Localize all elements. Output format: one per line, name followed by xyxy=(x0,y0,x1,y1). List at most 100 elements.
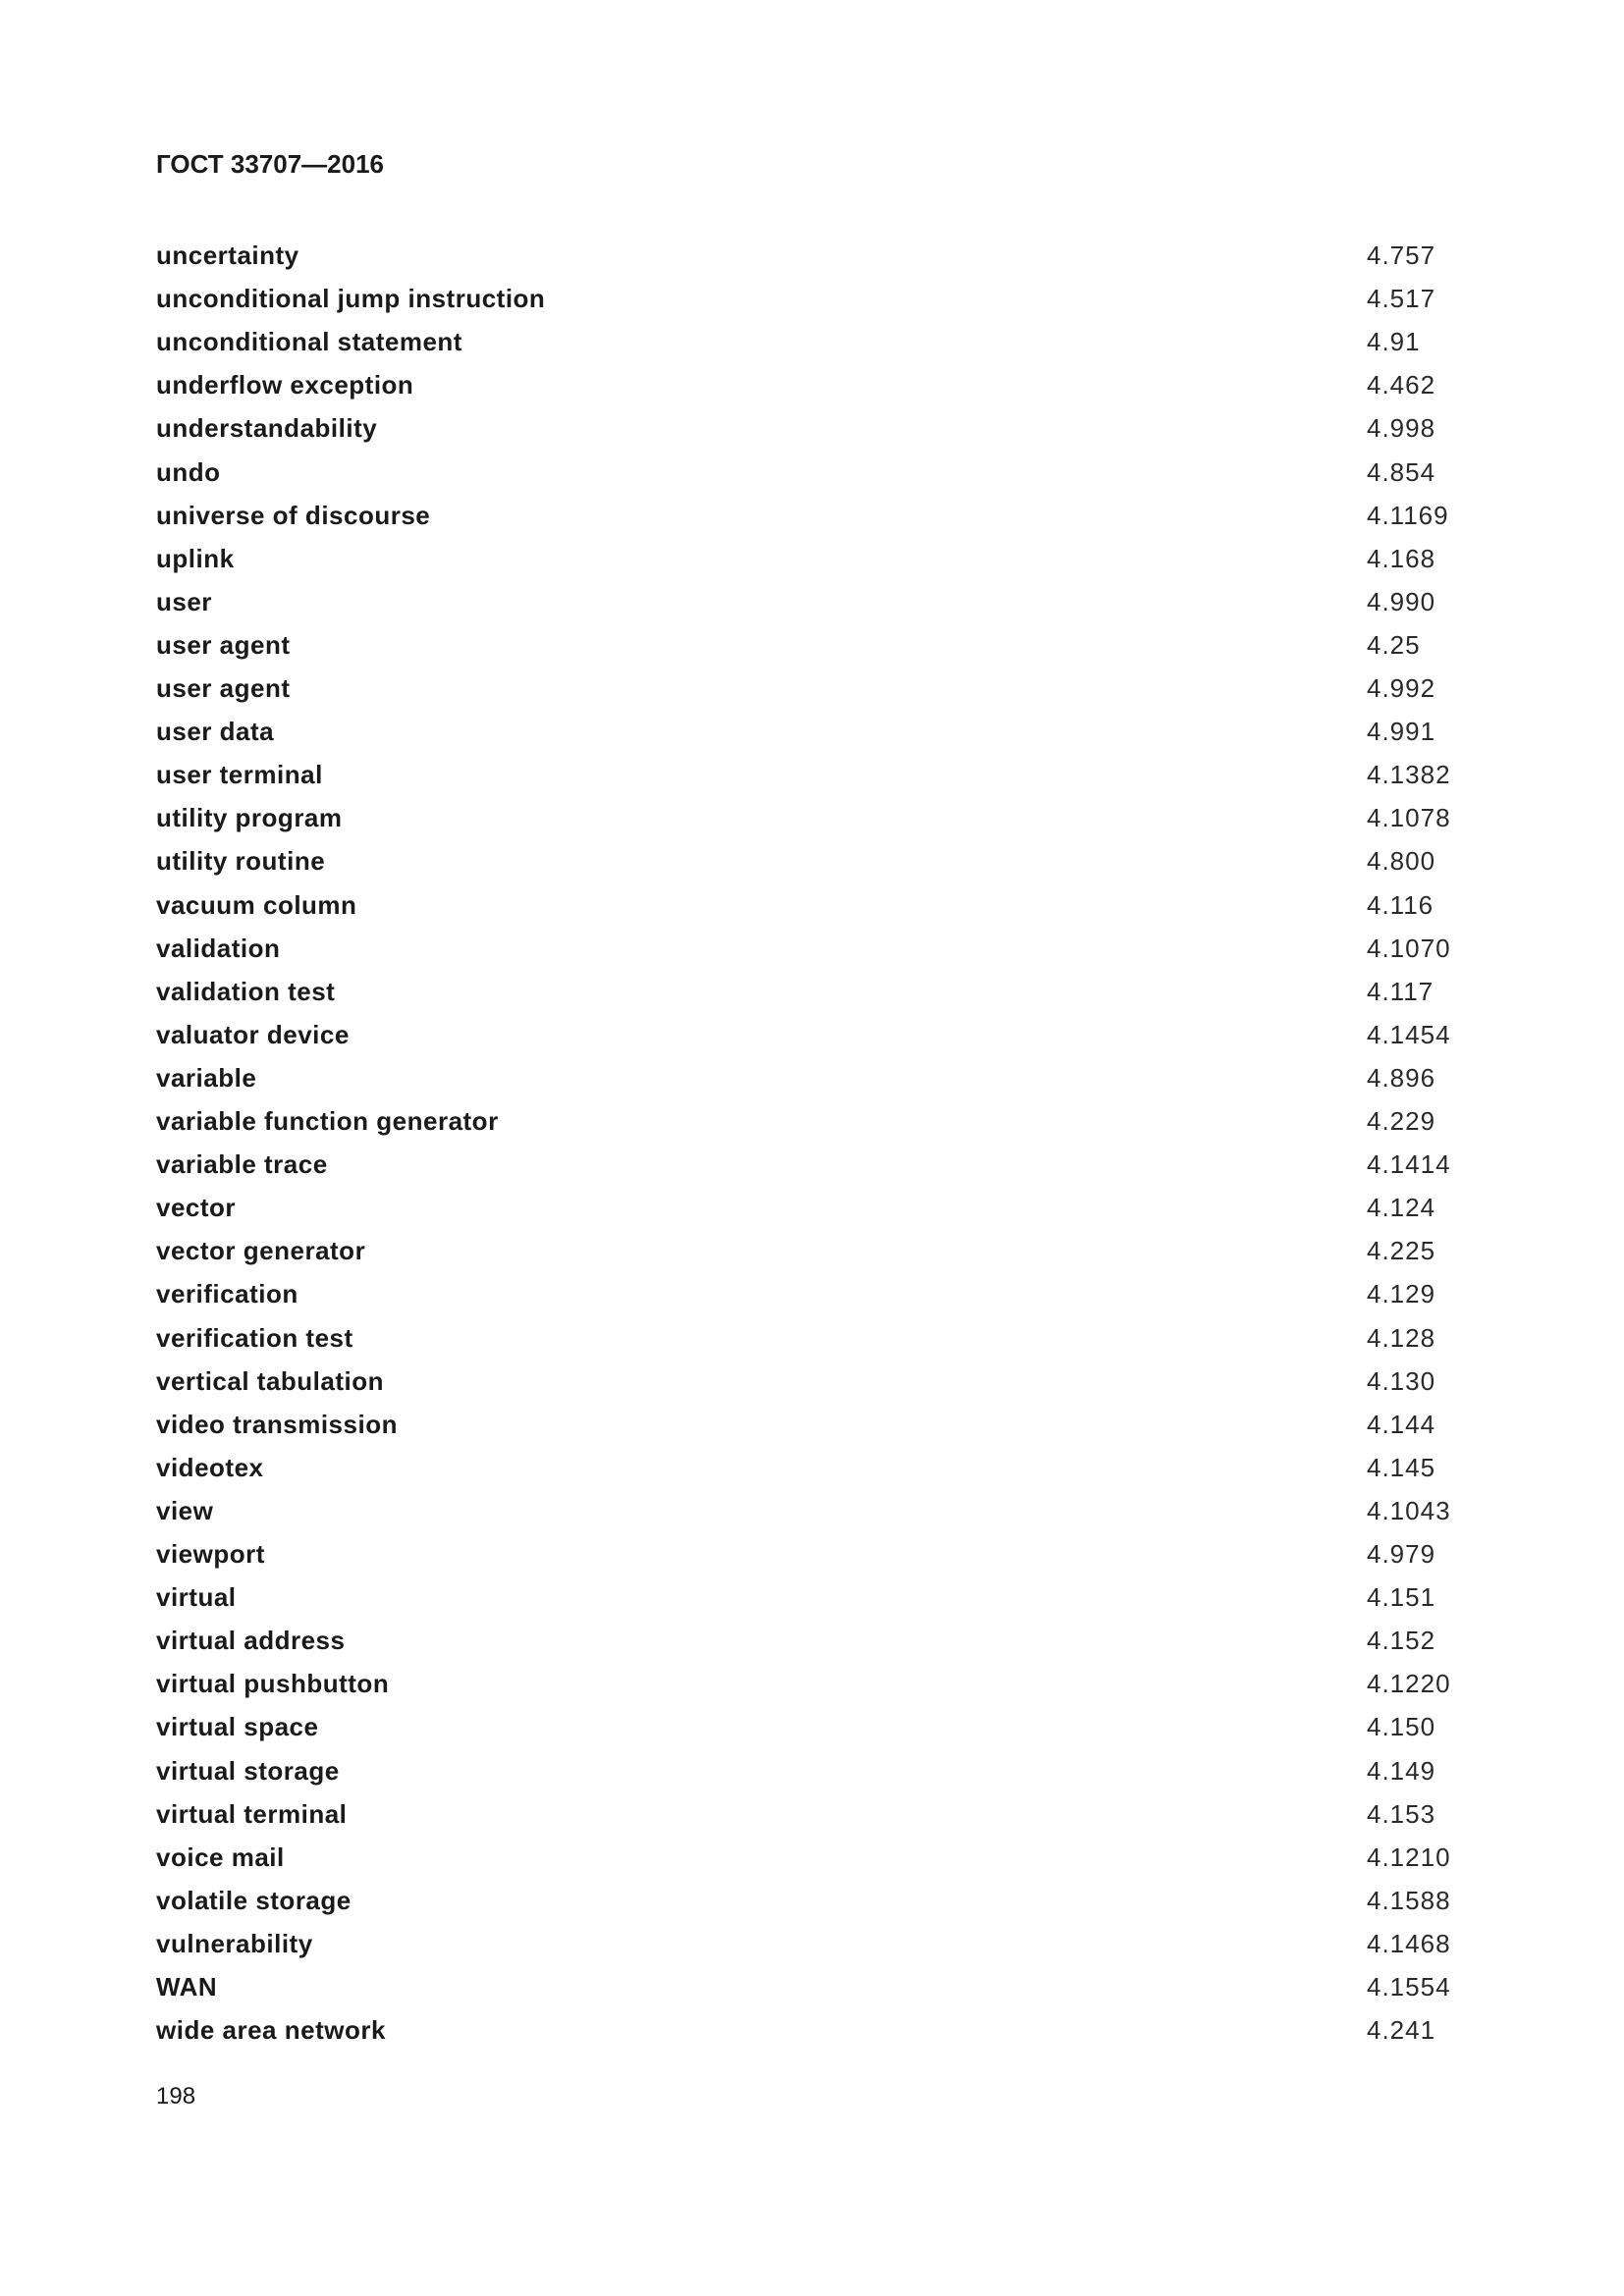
entry-reference: 4.1043 xyxy=(1367,1495,1451,1525)
index-entry: view 4.1043 xyxy=(156,1489,1531,1532)
index-entry: variable function generator 4.229 xyxy=(156,1099,1531,1143)
index-entry: volatile storage 4.1588 xyxy=(156,1879,1531,1922)
index-entry: understandability 4.998 xyxy=(156,406,1531,450)
entry-term: wide area network xyxy=(156,2015,386,2046)
entry-term: user xyxy=(156,586,212,616)
entry-reference: 4.152 xyxy=(1367,1626,1436,1656)
entry-term: WAN xyxy=(156,1972,218,2002)
index-entry: user 4.990 xyxy=(156,580,1531,623)
index-entry: variable trace 4.1414 xyxy=(156,1143,1531,1186)
index-entry: vertical tabulation 4.130 xyxy=(156,1360,1531,1403)
entry-term: user terminal xyxy=(156,760,323,790)
entry-reference: 4.91 xyxy=(1367,327,1421,357)
entry-reference: 4.990 xyxy=(1367,586,1436,616)
entry-reference: 4.1210 xyxy=(1367,1842,1451,1872)
entry-term: vertical tabulation xyxy=(156,1365,384,1396)
entry-term: viewport xyxy=(156,1539,265,1569)
index-entry: viewport 4.979 xyxy=(156,1532,1531,1575)
entry-term: videotex xyxy=(156,1452,264,1482)
index-entry: voice mail 4.1210 xyxy=(156,1836,1531,1879)
entry-reference: 4.1382 xyxy=(1367,760,1451,790)
index-entry: underflow exception 4.462 xyxy=(156,363,1531,406)
entry-term: vector generator xyxy=(156,1236,366,1266)
index-entry: validation 4.1070 xyxy=(156,927,1531,970)
entry-term: view xyxy=(156,1495,214,1525)
entry-term: video transmission xyxy=(156,1409,398,1439)
entry-term: virtual terminal xyxy=(156,1798,348,1829)
entry-term: understandability xyxy=(156,413,378,444)
entry-term: verification xyxy=(156,1279,298,1309)
index-entry: verification test 4.128 xyxy=(156,1316,1531,1360)
entry-reference: 4.1454 xyxy=(1367,1019,1451,1049)
index-entry: user agent 4.992 xyxy=(156,667,1531,710)
entry-reference: 4.150 xyxy=(1367,1712,1436,1742)
entry-term: volatile storage xyxy=(156,1885,352,1915)
entry-term: variable function generator xyxy=(156,1106,499,1136)
entry-reference: 4.153 xyxy=(1367,1798,1436,1829)
entry-term: user agent xyxy=(156,673,291,703)
entry-term: virtual space xyxy=(156,1712,319,1742)
entry-reference: 4.998 xyxy=(1367,413,1436,444)
entry-term: user agent xyxy=(156,629,291,660)
entry-reference: 4.25 xyxy=(1367,629,1421,660)
entry-term: voice mail xyxy=(156,1842,285,1872)
entry-term: valuator device xyxy=(156,1019,350,1049)
entry-reference: 4.1220 xyxy=(1367,1669,1451,1699)
entry-term: verification test xyxy=(156,1322,353,1353)
entry-term: validation xyxy=(156,933,281,963)
index-entry: WAN 4.1554 xyxy=(156,1965,1531,2008)
entry-reference: 4.130 xyxy=(1367,1365,1436,1396)
document-header: ГОСТ 33707—2016 xyxy=(156,149,384,179)
index-entry: vector generator 4.225 xyxy=(156,1229,1531,1272)
entry-term: user data xyxy=(156,717,275,747)
index-entry: unconditional jump instruction 4.517 xyxy=(156,277,1531,320)
entry-reference: 4.757 xyxy=(1367,240,1436,270)
index-entry: uplink 4.168 xyxy=(156,537,1531,580)
index-entry: virtual storage 4.149 xyxy=(156,1749,1531,1792)
index-entry: verification 4.129 xyxy=(156,1272,1531,1315)
index-entry: videotex 4.145 xyxy=(156,1446,1531,1489)
entry-reference: 4.1554 xyxy=(1367,1972,1451,2002)
entry-term: unconditional jump instruction xyxy=(156,284,546,314)
entry-reference: 4.992 xyxy=(1367,673,1436,703)
index-entry: virtual space 4.150 xyxy=(156,1705,1531,1748)
entry-reference: 4.225 xyxy=(1367,1236,1436,1266)
entry-reference: 4.149 xyxy=(1367,1755,1436,1786)
entry-reference: 4.168 xyxy=(1367,543,1436,573)
index-entry: virtual terminal 4.153 xyxy=(156,1792,1531,1836)
entry-reference: 4.144 xyxy=(1367,1409,1436,1439)
index-entry: user data 4.991 xyxy=(156,710,1531,753)
entry-reference: 4.117 xyxy=(1367,976,1435,1006)
entry-term: vector xyxy=(156,1193,237,1223)
index-entry: utility program 4.1078 xyxy=(156,796,1531,839)
index-entry: unconditional statement 4.91 xyxy=(156,320,1531,363)
entry-term: virtual pushbutton xyxy=(156,1669,390,1699)
entry-reference: 4.129 xyxy=(1367,1279,1436,1309)
entry-reference: 4.462 xyxy=(1367,370,1436,400)
entry-reference: 4.979 xyxy=(1367,1539,1436,1569)
entry-reference: 4.991 xyxy=(1367,717,1436,747)
entry-term: vulnerability xyxy=(156,1928,313,1958)
entry-reference: 4.229 xyxy=(1367,1106,1436,1136)
index-entry: universe of discourse 4.1169 xyxy=(156,494,1531,537)
entry-reference: 4.145 xyxy=(1367,1452,1436,1482)
entry-term: uplink xyxy=(156,543,235,573)
entry-term: undo xyxy=(156,456,221,487)
entry-term: universe of discourse xyxy=(156,500,431,530)
entry-term: vacuum column xyxy=(156,889,357,920)
entry-term: utility program xyxy=(156,803,343,833)
index-entry: undo 4.854 xyxy=(156,451,1531,494)
index-entry: validation test 4.117 xyxy=(156,970,1531,1013)
page-number: 198 xyxy=(156,2083,196,2109)
entry-reference: 4.151 xyxy=(1367,1582,1436,1613)
index-entry: virtual address 4.152 xyxy=(156,1619,1531,1662)
entry-reference: 4.1588 xyxy=(1367,1885,1451,1915)
entry-reference: 4.854 xyxy=(1367,456,1436,487)
entry-term: validation test xyxy=(156,976,336,1006)
index-entry: vector 4.124 xyxy=(156,1186,1531,1229)
index-entry: wide area network 4.241 xyxy=(156,2008,1531,2052)
index-entry: vacuum column 4.116 xyxy=(156,883,1531,927)
entry-term: unconditional statement xyxy=(156,327,462,357)
entry-reference: 4.1468 xyxy=(1367,1928,1451,1958)
index-entry: video transmission 4.144 xyxy=(156,1403,1531,1446)
